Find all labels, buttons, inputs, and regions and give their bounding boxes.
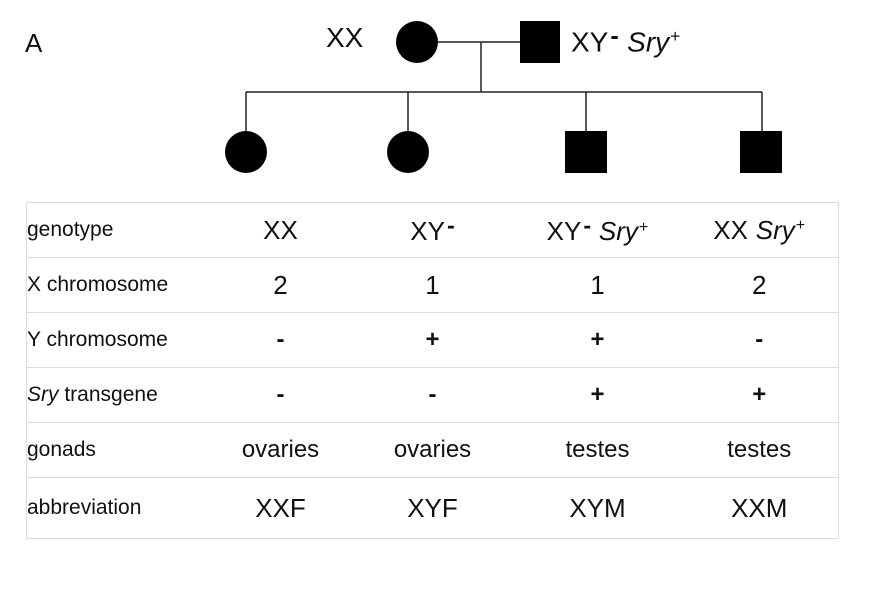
row-label-genotype: genotype bbox=[26, 202, 211, 258]
x-count-cell: 1 bbox=[350, 257, 515, 313]
row-label-abbreviation: abbreviation bbox=[26, 477, 211, 539]
panel-label: A bbox=[25, 28, 43, 58]
gonad-cell: ovaries bbox=[210, 422, 351, 478]
father-male-symbol bbox=[520, 21, 560, 63]
sry-presence-cell: + bbox=[680, 367, 839, 423]
row-label-y-chromosome: Y chromosome bbox=[26, 312, 211, 368]
sry-presence-cell: - bbox=[350, 367, 515, 423]
offspring-3-male-symbol bbox=[565, 131, 607, 173]
mother-female-symbol bbox=[396, 21, 438, 63]
gonad-cell: testes bbox=[514, 422, 681, 478]
abbreviation-cell: XXF bbox=[210, 477, 351, 539]
mother-genotype-label: XX bbox=[326, 22, 364, 53]
sry-presence-cell: - bbox=[210, 367, 351, 423]
row-label-sry-transgene: Sry transgene bbox=[26, 367, 211, 423]
y-presence-cell: - bbox=[680, 312, 839, 368]
table-row-genotype: genotype XX XY- XY- Sry+ XX Sry+ bbox=[26, 202, 839, 258]
gonad-cell: ovaries bbox=[350, 422, 515, 478]
y-presence-cell: + bbox=[350, 312, 515, 368]
genotype-cell: XY- bbox=[350, 202, 515, 258]
genotype-table: genotype XX XY- XY- Sry+ XX Sry+ X chromos… bbox=[26, 202, 839, 539]
offspring-1-female-symbol bbox=[225, 131, 267, 173]
gonad-cell: testes bbox=[680, 422, 839, 478]
x-count-cell: 1 bbox=[514, 257, 681, 313]
table-row-x-chromosome: X chromosome 2 1 1 2 bbox=[26, 257, 839, 313]
offspring-2-female-symbol bbox=[387, 131, 429, 173]
offspring-4-male-symbol bbox=[740, 131, 782, 173]
y-presence-cell: + bbox=[514, 312, 681, 368]
abbreviation-cell: XYM bbox=[514, 477, 681, 539]
table-row-gonads: gonads ovaries ovaries testes testes bbox=[26, 422, 839, 478]
row-label-gonads: gonads bbox=[26, 422, 211, 478]
abbreviation-cell: XYF bbox=[350, 477, 515, 539]
pedigree-chart bbox=[225, 21, 782, 173]
genotype-cell: XY- Sry+ bbox=[514, 202, 681, 258]
x-count-cell: 2 bbox=[680, 257, 839, 313]
abbreviation-cell: XXM bbox=[680, 477, 839, 539]
sry-presence-cell: + bbox=[514, 367, 681, 423]
genotype-cell: XX bbox=[210, 202, 351, 258]
genotype-cell: XX Sry+ bbox=[680, 202, 839, 258]
row-label-x-chromosome: X chromosome bbox=[26, 257, 211, 313]
father-genotype-label: XY- Sry+ bbox=[571, 22, 681, 58]
x-count-cell: 2 bbox=[210, 257, 351, 313]
table-row-sry-transgene: Sry transgene - - + + bbox=[26, 367, 839, 423]
table-row-abbreviation: abbreviation XXF XYF XYM XXM bbox=[26, 477, 839, 539]
table-row-y-chromosome: Y chromosome - + + - bbox=[26, 312, 839, 368]
y-presence-cell: - bbox=[210, 312, 351, 368]
